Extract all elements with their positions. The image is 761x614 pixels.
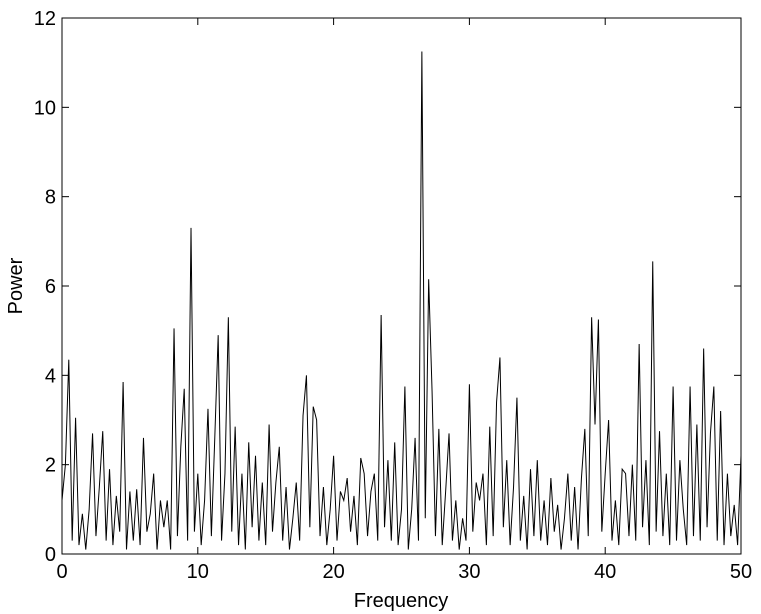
y-tick-label: 8 <box>45 187 56 209</box>
x-axis-label: Frequency <box>354 590 449 612</box>
x-tick-label: 30 <box>458 561 480 583</box>
x-tick-label: 10 <box>187 561 209 583</box>
y-axis-label: Power <box>5 257 27 314</box>
x-tick-label: 0 <box>56 561 67 583</box>
x-tick-label: 20 <box>322 561 344 583</box>
y-tick-label: 6 <box>45 276 56 298</box>
x-tick-label: 40 <box>594 561 616 583</box>
plot-frame <box>61 17 742 555</box>
y-tick-label: 10 <box>34 97 56 119</box>
x-tick-label: 50 <box>730 561 752 583</box>
y-tick-label: 12 <box>34 8 56 30</box>
data-line <box>61 51 742 550</box>
y-tick-label: 2 <box>45 455 56 477</box>
y-tick-label: 0 <box>45 544 56 566</box>
y-tick-label: 4 <box>45 365 56 387</box>
